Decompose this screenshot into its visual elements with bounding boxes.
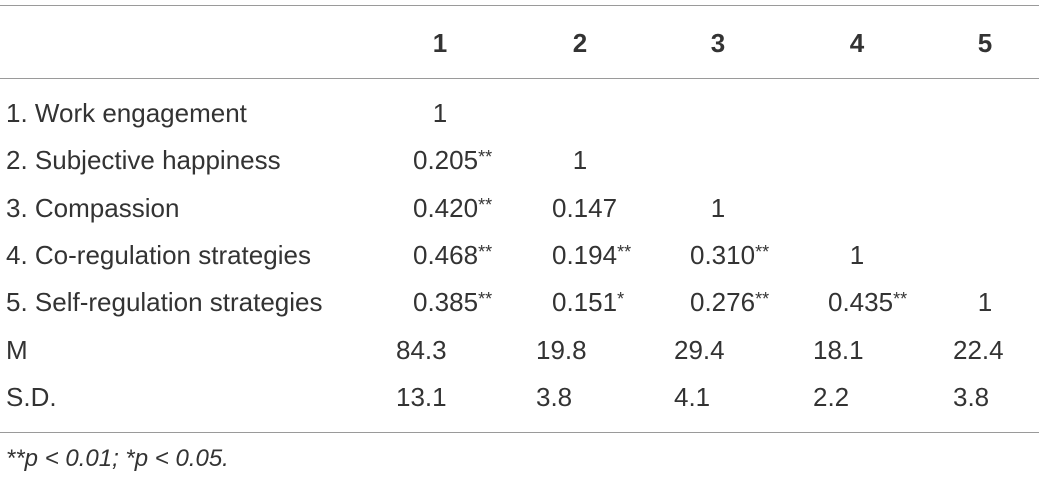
cell: 1 [432,98,448,128]
cell-value: 0.468 [413,239,479,270]
column-header: 3 [710,28,726,58]
cell: 1 [849,239,865,270]
row-label: M [6,334,28,365]
cell: 2.2 [813,381,850,412]
cell: 0.385** [413,287,492,320]
significance: ** [478,241,493,262]
significance: ** [893,289,908,310]
significance: ** [478,289,493,310]
significance: ** [755,241,770,262]
cell: 0.276** [690,287,769,320]
cell-value: 0.194 [552,239,618,270]
bottom-rule [0,432,1039,433]
cell-value: 0.151 [552,287,618,318]
cell-value: 0.435 [828,287,894,318]
cell-value: 0.205 [413,145,479,176]
cell: 1 [710,192,726,223]
cell: 22.4 [953,334,1004,365]
cell-value: 0.276 [690,287,756,318]
row-label: 3. Compassion [6,192,180,223]
cell: 0.147 [552,192,618,223]
significance: ** [617,241,632,262]
cell: 0.194** [552,240,631,273]
column-header: 1 [432,28,448,58]
cell: 4.1 [674,381,711,412]
cell: 0.205** [413,145,492,178]
top-rule [0,5,1039,6]
column-header: 2 [572,28,588,58]
row-label: S.D. [6,381,57,412]
row-label: 2. Subjective happiness [6,145,281,176]
cell-value: 0.385 [413,287,479,318]
significance: ** [478,147,493,168]
significance: ** [478,194,493,215]
cell: 84.3 [396,334,447,365]
header-rule [0,78,1039,79]
cell: 0.310** [690,240,769,273]
cell: 29.4 [674,334,725,365]
cell-value: 0.310 [690,239,756,270]
cell: 19.8 [536,334,587,365]
significance: * [617,289,625,310]
column-header: 5 [977,28,993,58]
cell: 0.151* [552,287,624,320]
footnote: **p < 0.01; *p < 0.05. [6,445,229,472]
column-header: 4 [849,28,865,58]
cell: 1 [977,287,993,318]
cell-value: 0.420 [413,192,479,223]
cell: 1 [572,145,588,176]
cell: 0.435** [828,287,907,320]
significance: ** [755,289,770,310]
row-label: 5. Self-regulation strategies [6,287,323,318]
cell: 18.1 [813,334,864,365]
row-label: 1. Work engagement [6,98,247,128]
cell: 13.1 [396,381,447,412]
cell: 0.468** [413,240,492,273]
cell: 0.420** [413,193,492,226]
row-label: 4. Co-regulation strategies [6,239,311,270]
cell: 3.8 [953,381,990,412]
cell: 3.8 [536,381,573,412]
